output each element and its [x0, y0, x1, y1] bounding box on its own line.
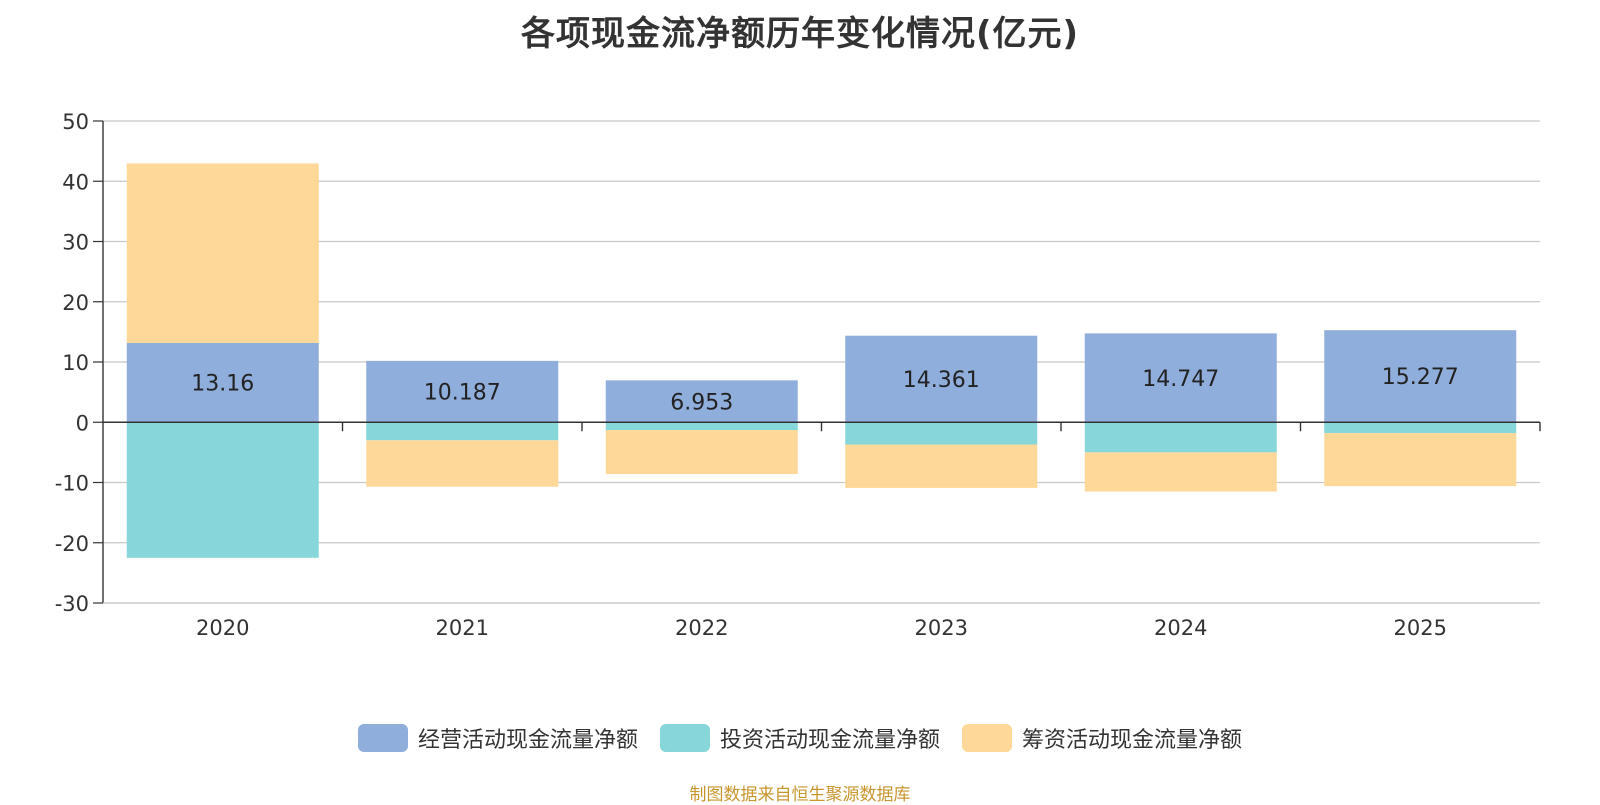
bar-financing-2023[interactable] [845, 444, 1038, 488]
bars [126, 163, 1517, 558]
data-labels: 13.16 10.187 6.953 14.361 14.747 15.277 [191, 365, 1458, 415]
bar-investing-2022[interactable] [605, 422, 798, 431]
legend-swatch-investing [659, 724, 710, 752]
bar-operating-2021[interactable] [366, 360, 559, 423]
x-tick-label-2023: 2023 [915, 616, 968, 640]
y-tick-label: 40 [62, 170, 89, 194]
data-label-2020: 13.16 [191, 372, 254, 397]
y-tick-label: 50 [62, 110, 89, 134]
x-tick-label-2024: 2024 [1154, 616, 1207, 640]
y-tick-label: -10 [55, 472, 89, 496]
stacked-bar-chart: 50 40 30 20 10 0 -10 -20 -30 2020 2021 2022 2023 2024… [55, 110, 1541, 640]
x-tick-label-2021: 2021 [436, 616, 489, 640]
x-tick-label-2025: 2025 [1394, 616, 1447, 640]
bar-investing-2024[interactable] [1084, 422, 1277, 453]
data-label-2025: 15.277 [1382, 365, 1459, 390]
source-note: 制图数据来自恒生聚源数据库 [689, 785, 911, 805]
data-label-2021: 10.187 [424, 381, 501, 406]
bar-investing-2025[interactable] [1324, 422, 1517, 434]
bar-investing-2021[interactable] [366, 422, 559, 441]
legend-label-investing: 投资活动现金流量净额 [719, 728, 940, 753]
legend-item-operating[interactable]: 经营活动现金流量净额 [357, 722, 638, 754]
y-tick-label: -20 [55, 532, 89, 556]
bar-operating-2023[interactable] [845, 335, 1038, 423]
bar-investing-2020[interactable] [126, 422, 319, 558]
bar-financing-2024[interactable] [1084, 452, 1277, 492]
y-tick-label: 20 [62, 291, 89, 315]
legend-swatch-operating [357, 724, 408, 752]
bar-financing-2020[interactable] [126, 163, 319, 343]
x-tick-label-2022: 2022 [675, 616, 728, 640]
bar-financing-2025[interactable] [1324, 433, 1517, 487]
bar-operating-2022[interactable] [605, 380, 798, 423]
y-tick-label: -30 [55, 592, 89, 616]
legend-item-investing[interactable]: 投资活动现金流量净额 [659, 722, 940, 754]
bar-operating-2024[interactable] [1084, 333, 1277, 423]
legend-label-operating: 经营活动现金流量净额 [417, 728, 638, 753]
legend-label-financing: 筹资活动现金流量净额 [1022, 728, 1243, 753]
y-tick-label: 30 [62, 231, 89, 255]
data-label-2022: 6.953 [670, 390, 733, 415]
y-tick-label: 10 [62, 351, 89, 375]
data-label-2023: 14.361 [903, 368, 980, 393]
legend-item-financing[interactable]: 筹资活动现金流量净额 [962, 722, 1242, 754]
data-label-2024: 14.747 [1142, 367, 1219, 392]
x-tick-label-2020: 2020 [196, 616, 249, 640]
bar-operating-2025[interactable] [1324, 330, 1517, 423]
bar-investing-2023[interactable] [845, 422, 1038, 445]
bar-financing-2022[interactable] [605, 430, 798, 475]
axes: 50 40 30 20 10 0 -10 -20 -30 2020 2021 2022 2023 2024… [55, 110, 1541, 640]
bar-financing-2021[interactable] [366, 440, 559, 487]
bar-operating-2020[interactable] [126, 342, 319, 423]
legend-swatch-financing [962, 724, 1012, 752]
legend: 经营活动现金流量净额 投资活动现金流量净额 筹资活动现金流量净额 [0, 722, 1600, 754]
y-tick-label: 0 [76, 411, 89, 435]
chart-title: 各项现金流净额历年变化情况(亿元) [520, 14, 1080, 54]
